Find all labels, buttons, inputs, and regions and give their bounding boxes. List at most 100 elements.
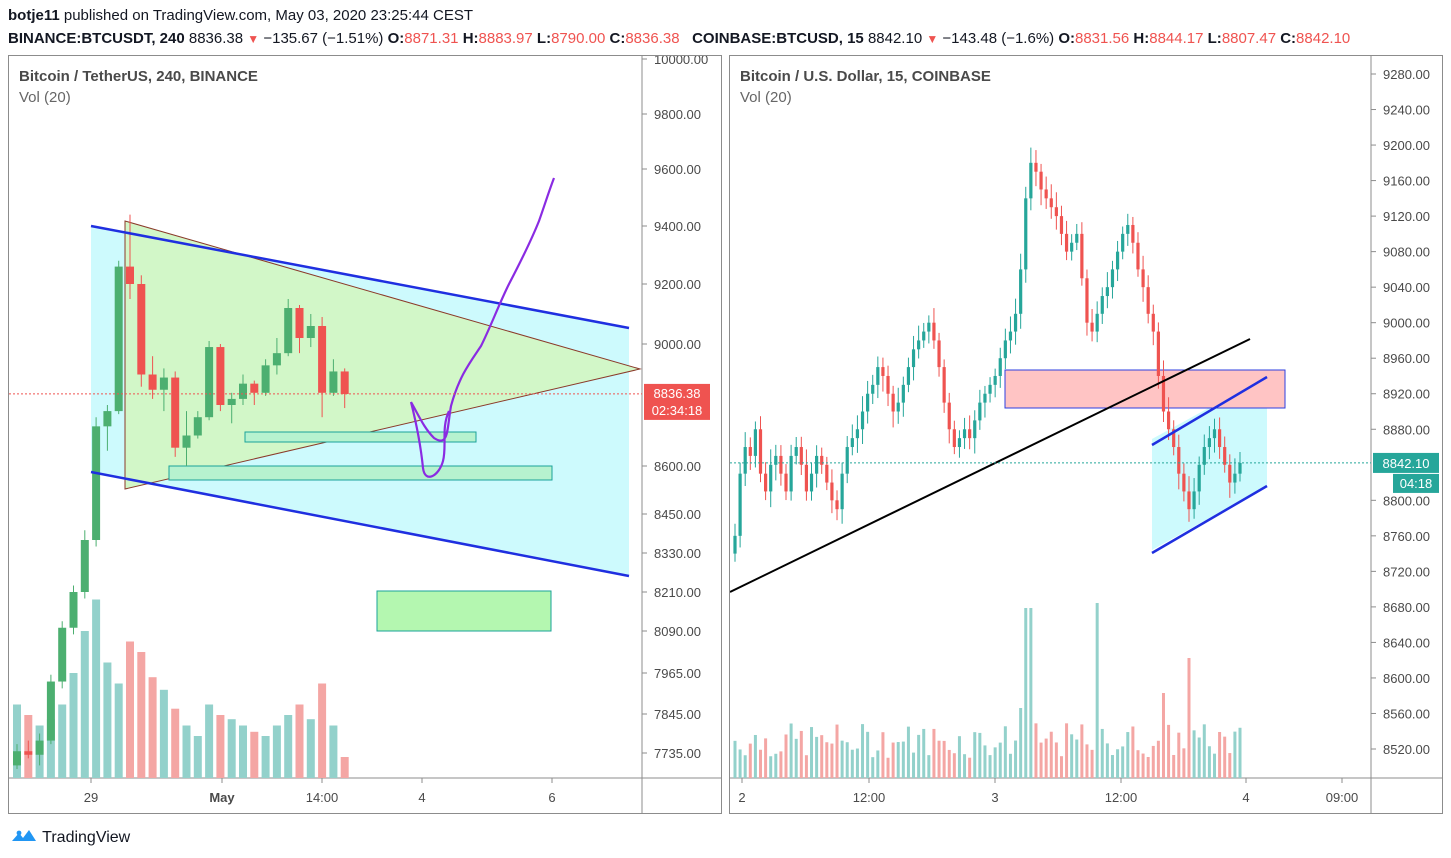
left-volume-indicator[interactable]: Vol (20) — [19, 89, 71, 106]
candle-body — [148, 374, 157, 390]
volume-bar — [748, 743, 752, 778]
volume-bar — [983, 745, 987, 778]
volume-bar — [850, 749, 854, 778]
volume-bar — [171, 708, 180, 778]
volume-bar — [1187, 658, 1191, 778]
left-last: 8836.38 — [188, 30, 244, 47]
candle-body — [1223, 447, 1227, 465]
volume-bar — [861, 724, 865, 778]
volume-bar — [1177, 732, 1181, 778]
volume-bar — [896, 742, 900, 778]
y-tick-label: 9000.00 — [1383, 316, 1430, 331]
candle-body — [58, 627, 67, 682]
volume-bar — [810, 727, 814, 778]
volume-bar — [835, 724, 839, 778]
candle-body — [1121, 233, 1125, 252]
publisher-name[interactable]: botje11 — [8, 7, 60, 24]
volume-bar — [1126, 732, 1130, 778]
candle-body — [774, 455, 778, 465]
volume-bar — [148, 677, 157, 778]
candle-body — [957, 438, 962, 448]
candle-body — [866, 393, 870, 412]
candle-body — [69, 592, 78, 628]
down-triangle-icon: ▼ — [247, 32, 260, 46]
volume-bar — [784, 734, 788, 778]
volume-bar — [978, 732, 982, 778]
candle-body — [126, 266, 134, 284]
volume-bar — [804, 755, 808, 778]
candle-body — [840, 473, 844, 510]
x-tick-label: 3 — [991, 790, 998, 805]
volume-bar — [1059, 756, 1063, 778]
candle-body — [1136, 242, 1140, 270]
candle-body — [1228, 464, 1232, 483]
candle-body — [738, 473, 742, 536]
x-tick-label: 09:00 — [1326, 790, 1359, 805]
left-chart-svg[interactable]: 10000.00 9800.00 9600.00 9400.00 9200.00 9000… — [9, 56, 721, 813]
quote-line: BINANCE:BTCUSDT, 240 8836.38 ▼ −135.67 (… — [8, 30, 1350, 47]
candle-body — [764, 473, 768, 492]
y-tick-label: 8640.00 — [1383, 635, 1430, 650]
candle-body — [1013, 313, 1018, 332]
left-chart-title: Bitcoin / TetherUS, 240, BINANCE — [19, 68, 258, 85]
volume-bar — [1121, 746, 1125, 778]
candle-body — [1233, 473, 1237, 483]
right-chart-svg[interactable]: 9280.00 9240.00 9200.00 9160.00 9120.00 9080.… — [730, 56, 1442, 813]
y-tick-label: 8680.00 — [1383, 600, 1430, 615]
y-tick-label: 9600.00 — [654, 162, 701, 177]
volume-bar — [998, 742, 1002, 778]
candle-body — [1100, 296, 1104, 314]
right-symbol[interactable]: COINBASE:BTCUSD, 15 — [692, 30, 864, 47]
left-close: 8836.38 — [625, 30, 680, 47]
candle-body — [1156, 331, 1160, 376]
brand-footer[interactable]: TradingView — [10, 824, 130, 847]
right-open: 8831.56 — [1075, 30, 1130, 47]
left-symbol[interactable]: BINANCE:BTCUSDT, 240 — [8, 30, 185, 47]
volume-bar — [1014, 740, 1018, 778]
countdown-label: 04:18 — [1400, 476, 1433, 491]
volume-bar — [13, 704, 21, 778]
candle-body — [815, 455, 819, 474]
volume-bar — [126, 641, 134, 778]
volume-bar — [58, 704, 67, 778]
left-change: −135.67 (−1.51%) — [263, 30, 384, 47]
volume-bar — [193, 736, 202, 778]
volume-bar — [922, 728, 926, 778]
volume-bar — [340, 757, 349, 778]
y-tick-label: 8600.00 — [1383, 671, 1430, 686]
right-chart-panel[interactable]: 9280.00 9240.00 9200.00 9160.00 9120.00 9080.… — [729, 55, 1443, 814]
volume-bar — [1182, 748, 1186, 778]
candle-body — [1161, 375, 1166, 412]
volume-bar — [968, 757, 972, 778]
volume-bar — [886, 757, 890, 778]
volume-bar — [1070, 734, 1074, 778]
y-tick-label: 9120.00 — [1383, 209, 1430, 224]
candle-body — [1212, 429, 1217, 439]
x-tick-label: 12:00 — [1105, 790, 1138, 805]
volume-bar — [881, 732, 885, 778]
right-chart-title: Bitcoin / U.S. Dollar, 15, COINBASE — [740, 68, 991, 85]
volume-bar — [733, 740, 737, 778]
volume-bar — [743, 755, 747, 778]
candle-body — [329, 371, 338, 393]
volume-bar — [906, 726, 910, 778]
volume-bar — [318, 683, 327, 778]
y-tick-label: 8520.00 — [1383, 742, 1430, 757]
y-tick-label: 9400.00 — [654, 219, 701, 234]
candle-body — [993, 375, 997, 385]
channel-fill — [1152, 376, 1267, 550]
left-close-label: C: — [609, 30, 626, 47]
volume-bar — [1034, 723, 1038, 778]
candle-body — [799, 447, 803, 465]
candle-body — [845, 447, 849, 474]
y-tick-label: 8720.00 — [1383, 564, 1430, 579]
volume-bar — [92, 599, 101, 778]
left-chart-panel[interactable]: 10000.00 9800.00 9600.00 9400.00 9200.00 9000… — [8, 55, 722, 814]
candle-body — [239, 383, 247, 399]
right-volume-indicator[interactable]: Vol (20) — [740, 89, 792, 106]
volume-bar — [1003, 726, 1007, 778]
volume-bar — [845, 742, 849, 778]
lower-channel-line — [1151, 484, 1268, 555]
candle-body — [261, 365, 270, 393]
candle-body — [1217, 429, 1222, 448]
